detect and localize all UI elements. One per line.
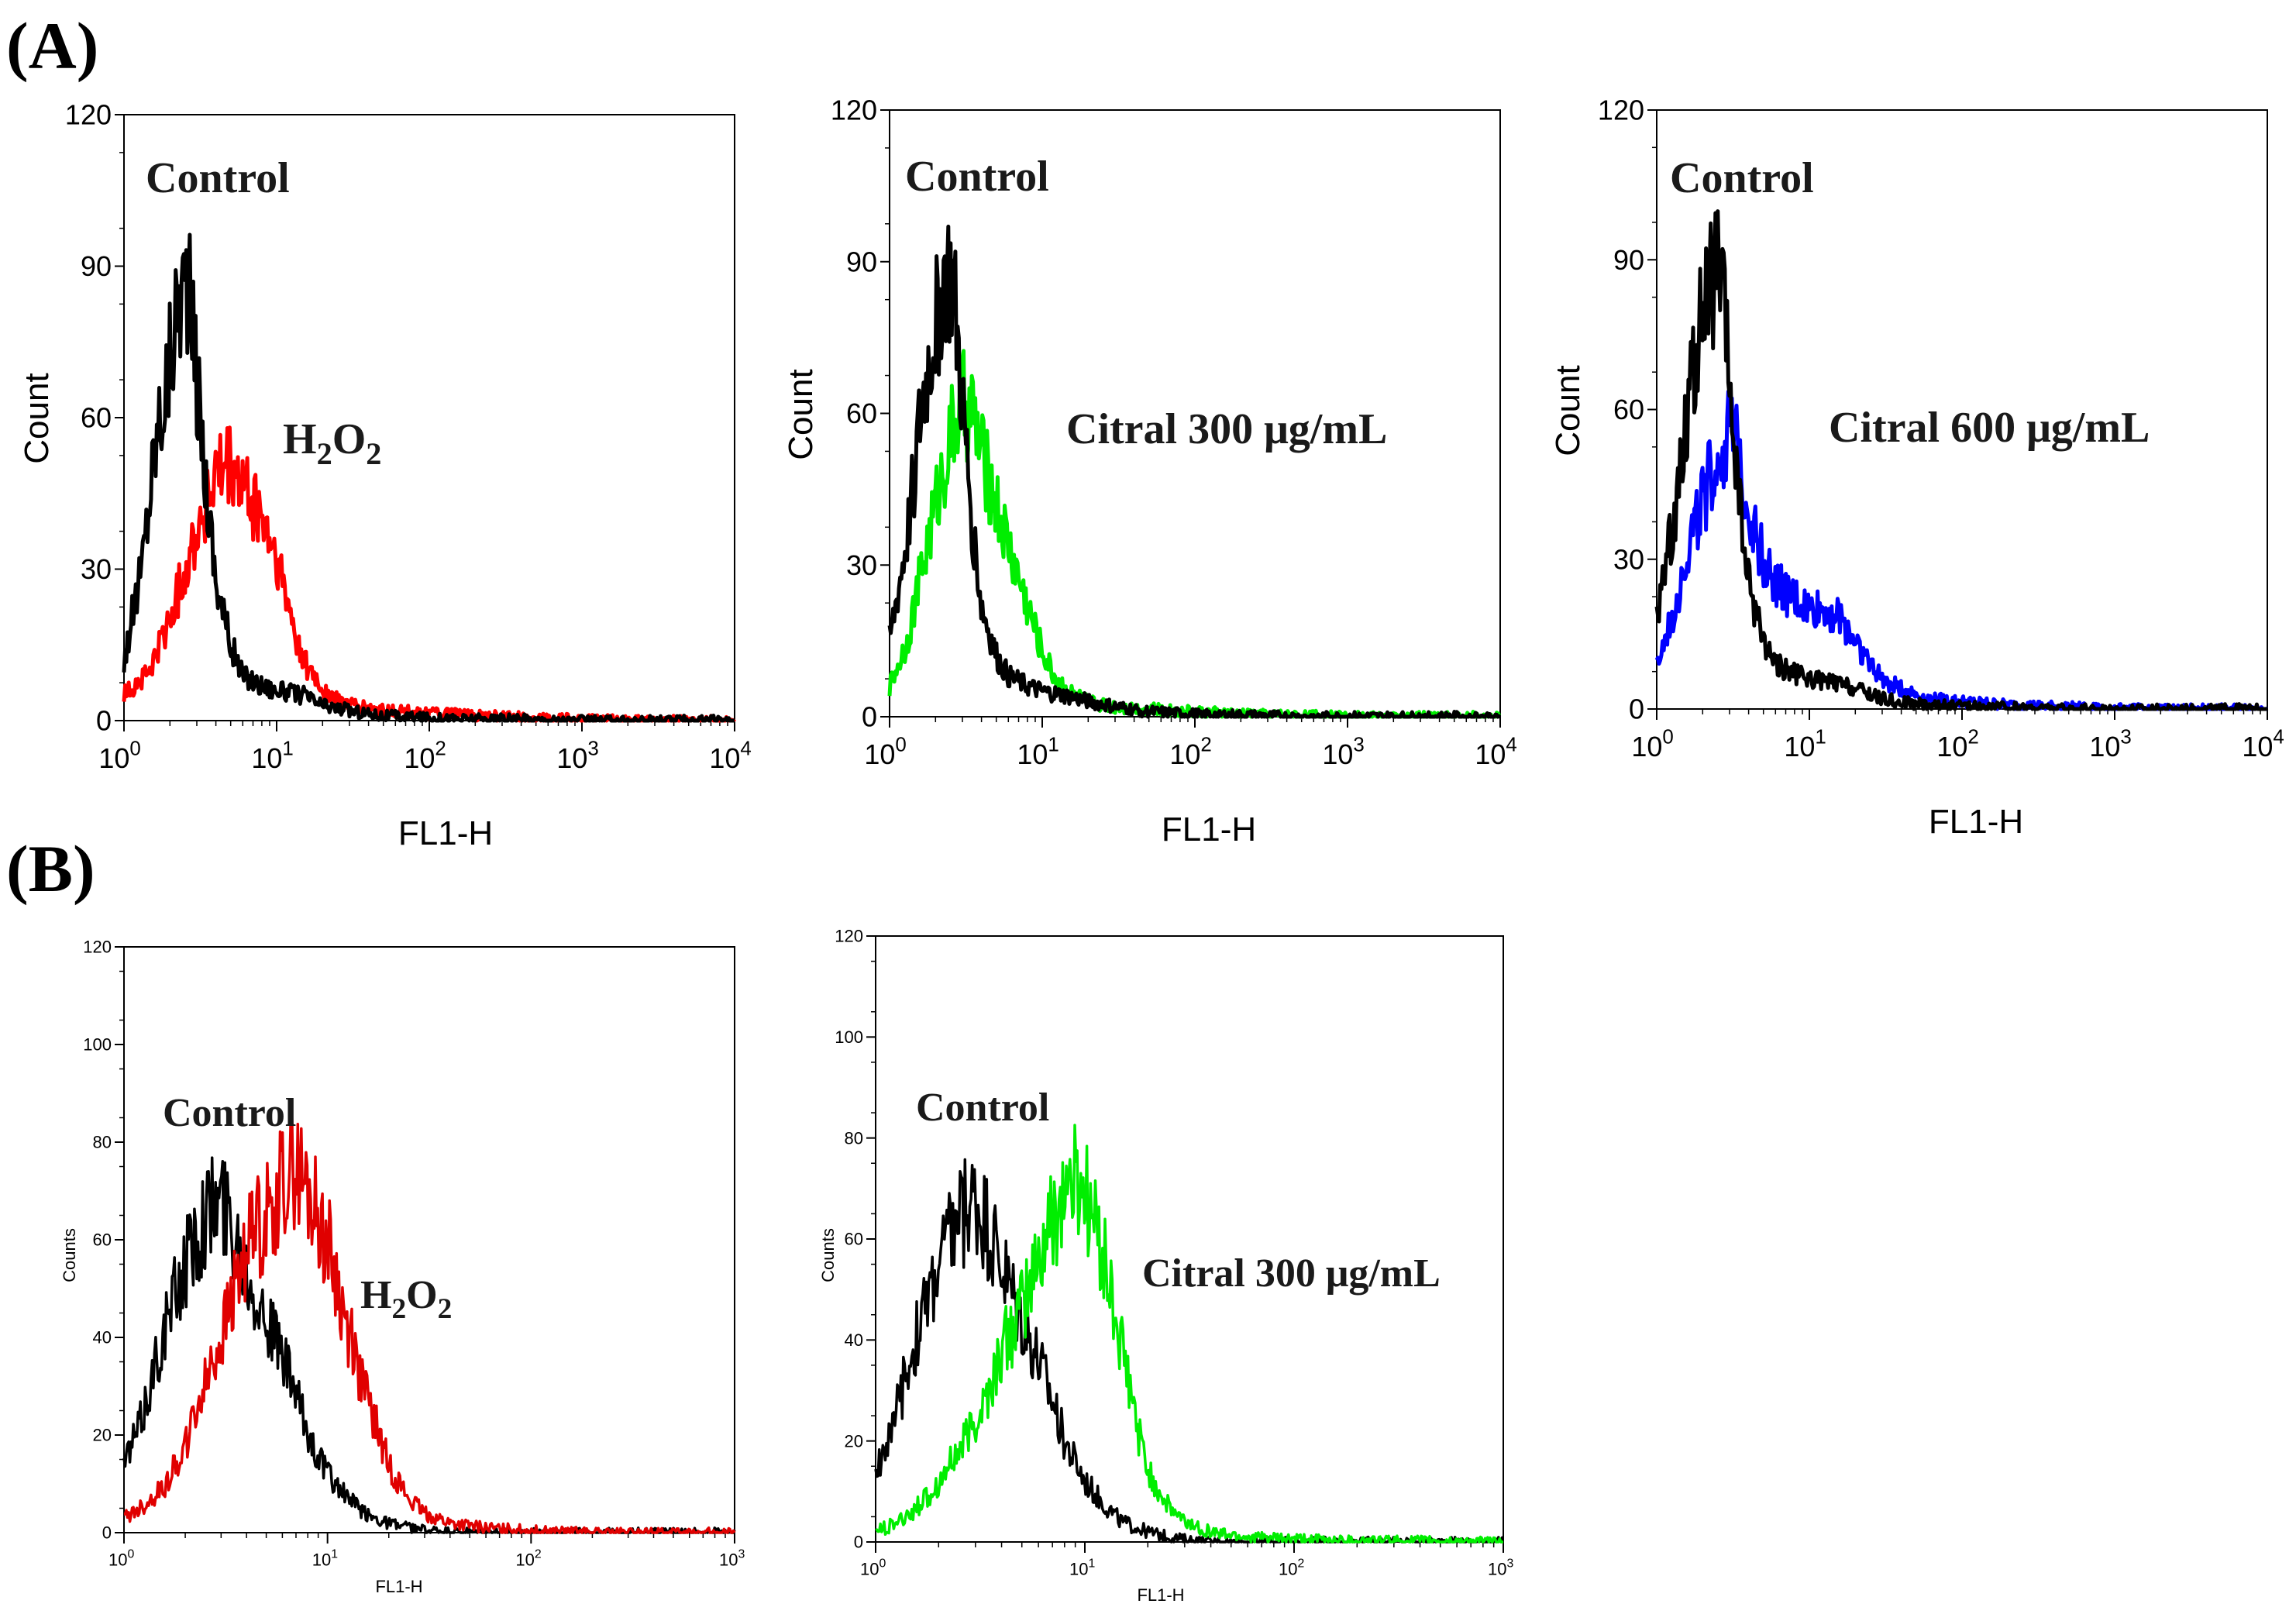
x-tick-label: 103 — [1488, 1557, 1513, 1579]
y-tick-label: 120 — [65, 99, 112, 131]
histogram-plot-a-1: 0 30 60 90 120 100 101 102 103 104 FL1-H Count Contr… — [18, 99, 752, 852]
y-tick-label: 20 — [93, 1426, 112, 1445]
panel-label-a: (A) — [6, 9, 98, 83]
annotation-treatment: Citral 300 μg/mL — [1142, 1251, 1441, 1296]
y-tick-label: 0 — [862, 701, 877, 733]
x-axis-label: FL1-H — [375, 1577, 422, 1596]
histogram-plot-a-3: 0 30 60 90 120 100 101 102 103 104 FL1-H Count Contr… — [1549, 95, 2284, 841]
y-tick-label: 120 — [831, 95, 877, 126]
y-tick-label: 20 — [845, 1431, 863, 1451]
series-h2o2-line — [123, 1112, 736, 1534]
y-tick-label: 60 — [93, 1230, 112, 1250]
annotation-control: Control — [905, 153, 1049, 201]
x-tick-label: 100 — [864, 735, 906, 770]
annotation-treatment: H2O2 — [283, 415, 381, 471]
y-tick-label: 0 — [854, 1533, 863, 1552]
x-tick-label: 102 — [1169, 735, 1211, 770]
series-control-line — [1654, 209, 2269, 711]
y-tick-label: 60 — [846, 398, 877, 429]
x-axis-label: FL1-H — [1137, 1585, 1184, 1605]
x-tick-label: 100 — [1631, 727, 1673, 762]
x-tick-label: 101 — [1017, 735, 1059, 770]
x-tick-label: 100 — [860, 1557, 886, 1579]
y-tick-label: 40 — [845, 1330, 863, 1350]
y-axis-label: Count — [18, 373, 56, 463]
annotation-control: Control — [146, 154, 290, 202]
y-axis-label: Count — [1549, 365, 1587, 456]
annotation-control: Control — [1670, 154, 1814, 202]
y-tick-label: 60 — [1613, 394, 1644, 425]
y-tick-label: 40 — [93, 1328, 112, 1347]
annotation-treatment: Citral 300 μg/mL — [1066, 405, 1387, 453]
y-axis-label: Counts — [60, 1228, 79, 1282]
x-tick-label: 100 — [98, 738, 140, 774]
x-tick-label: 102 — [515, 1548, 541, 1570]
histogram-plot-b-5: 0 20 40 60 80 100 120 100 101 102 103 FL1-H Counts Co… — [818, 927, 1514, 1605]
y-tick-label: 90 — [1613, 244, 1644, 276]
series-control-line — [122, 232, 735, 723]
x-tick-label: 103 — [1322, 735, 1364, 770]
y-tick-label: 80 — [845, 1128, 863, 1148]
y-tick-label: 30 — [81, 553, 112, 585]
histogram-plot-b-4: 0 20 40 60 80 100 120 100 101 102 103 FL1-H Counts Co… — [60, 938, 745, 1596]
x-tick-label: 102 — [404, 738, 446, 774]
annotation-treatment: Citral 600 μg/mL — [1829, 404, 2150, 452]
histogram-plot-a-2: 0 30 60 90 120 100 101 102 103 104 FL1-H Count Contr… — [782, 95, 1517, 848]
y-tick-label: 60 — [81, 402, 112, 434]
y-tick-label: 100 — [835, 1027, 863, 1047]
x-tick-label: 104 — [2242, 727, 2284, 762]
y-tick-label: 30 — [1613, 543, 1644, 575]
y-tick-label: 120 — [83, 938, 112, 957]
x-tick-label: 103 — [556, 738, 598, 774]
y-axis-label: Counts — [818, 1228, 838, 1282]
x-tick-label: 101 — [251, 738, 293, 774]
y-tick-label: 0 — [96, 705, 112, 737]
x-tick-label: 100 — [108, 1548, 134, 1570]
y-tick-label: 30 — [846, 549, 877, 581]
y-tick-label: 0 — [102, 1523, 112, 1543]
y-tick-label: 60 — [845, 1230, 863, 1249]
series-control-line — [887, 224, 1502, 719]
y-tick-label: 90 — [846, 246, 877, 277]
x-tick-label: 101 — [1784, 727, 1826, 762]
x-axis-label: FL1-H — [398, 814, 493, 852]
x-tick-label: 101 — [1069, 1557, 1095, 1579]
y-tick-label: 90 — [81, 250, 112, 282]
x-tick-label: 101 — [312, 1548, 338, 1570]
series-citral-300-g-ml-line — [875, 1124, 1504, 1544]
y-tick-label: 0 — [1629, 693, 1644, 725]
annotation-control: Control — [163, 1091, 296, 1135]
y-tick-label: 80 — [93, 1133, 112, 1152]
x-tick-label: 103 — [2089, 727, 2131, 762]
annotation-treatment: H2O2 — [360, 1273, 452, 1325]
x-tick-label: 104 — [1475, 735, 1516, 770]
y-tick-label: 120 — [835, 927, 863, 946]
x-tick-label: 102 — [1936, 727, 1978, 762]
x-axis-label: FL1-H — [1929, 803, 2023, 841]
y-tick-label: 120 — [1598, 95, 1644, 126]
x-tick-label: 104 — [709, 738, 751, 774]
x-axis-label: FL1-H — [1162, 810, 1256, 848]
series-citral-600-g-ml-line — [1654, 389, 2268, 711]
y-tick-label: 100 — [83, 1035, 112, 1055]
y-axis-label: Count — [782, 369, 820, 459]
annotation-control: Control — [916, 1086, 1049, 1130]
x-tick-label: 103 — [719, 1548, 745, 1570]
x-tick-label: 102 — [1279, 1557, 1304, 1579]
panel-label-b: (B) — [6, 831, 95, 906]
